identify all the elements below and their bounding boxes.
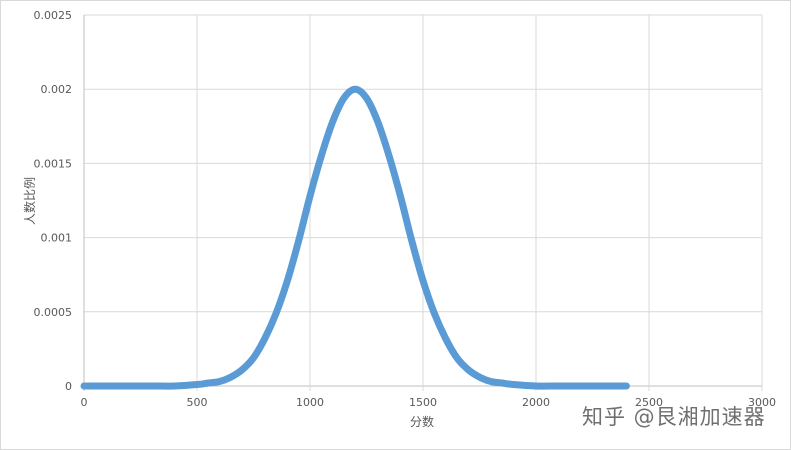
data-point — [273, 310, 279, 316]
data-point — [397, 193, 403, 199]
data-point — [171, 383, 177, 389]
data-point — [296, 238, 302, 244]
data-point — [623, 383, 629, 389]
y-tick-label: 0.0005 — [34, 306, 73, 319]
data-point — [251, 355, 256, 361]
data-point — [499, 380, 505, 386]
data-point — [352, 86, 358, 92]
y-tick-label: 0 — [65, 380, 72, 393]
x-tick-label: 500 — [187, 396, 208, 409]
data-point — [262, 336, 268, 342]
data-point — [364, 95, 369, 101]
data-point — [307, 193, 313, 199]
x-tick-label: 1500 — [409, 396, 437, 409]
data-point — [217, 379, 223, 385]
data-point — [443, 336, 449, 342]
data-point — [386, 153, 392, 159]
data-point — [194, 382, 200, 388]
data-point — [341, 95, 347, 101]
data-point — [318, 153, 324, 159]
data-point — [81, 383, 87, 389]
grid — [83, 14, 763, 391]
data-point — [330, 119, 336, 125]
data-point — [375, 119, 381, 125]
x-axis-title: 分数 — [410, 414, 434, 429]
data-point — [465, 367, 471, 373]
data-point — [228, 374, 234, 380]
watermark: 知乎 @艮湘加速器 — [582, 405, 766, 429]
data-point — [126, 383, 132, 389]
x-tick-label: 3000 — [748, 396, 776, 409]
y-tick-label: 0.0015 — [34, 157, 73, 170]
data-point — [284, 278, 290, 284]
data-point — [205, 380, 211, 386]
data-point — [104, 383, 110, 389]
data-point — [239, 367, 245, 373]
data-point — [477, 374, 482, 380]
data-point — [454, 355, 460, 361]
x-tick-label: 2500 — [635, 396, 663, 409]
x-tick-label: 2000 — [522, 396, 550, 409]
data-point — [409, 238, 415, 244]
y-tick-label: 0.0025 — [34, 9, 73, 22]
data-point — [420, 278, 426, 284]
y-tick-label: 0.002 — [41, 83, 73, 96]
data-point — [488, 379, 494, 385]
data-point — [510, 382, 516, 388]
series-group — [80, 85, 630, 390]
y-axis-title: 人数比例 — [22, 177, 37, 225]
data-point — [578, 383, 584, 389]
data-point — [556, 383, 562, 389]
x-tick-label: 0 — [81, 396, 88, 409]
data-point — [533, 383, 539, 389]
y-tick-label: 0.001 — [41, 232, 73, 245]
data-point — [601, 383, 607, 389]
data-point — [149, 383, 155, 389]
tick-labels: 0 0.0005 0.001 0.0015 0.002 0.0025 0 500 1000 150… — [34, 9, 777, 409]
x-tick-label: 1000 — [296, 396, 324, 409]
data-point — [431, 310, 437, 316]
